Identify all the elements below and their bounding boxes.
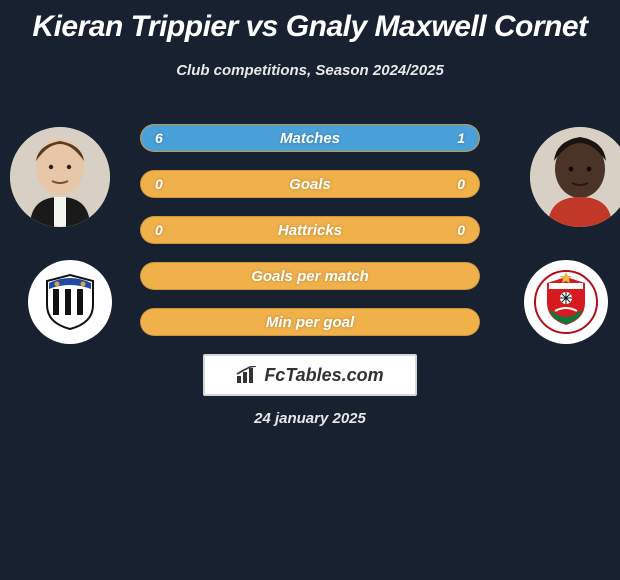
stat-row: Hattricks0 0 [140,216,480,244]
badge-label: FcTables.com [264,365,383,386]
stat-label: Goals [141,176,479,193]
club-left-badge [28,260,112,344]
stat-label: Goals per match [141,268,479,285]
fctables-badge[interactable]: FcTables.com [203,354,417,396]
stat-value-right: 0 [457,176,465,192]
stat-value-right: 1 [457,130,465,146]
stat-row: Min per goal [140,308,480,336]
stat-value-left: 0 [155,222,163,238]
stat-row: Goals per match [140,262,480,290]
stat-row: Goals0 0 [140,170,480,198]
southampton-crest-icon [533,269,599,335]
bar-chart-icon [236,366,258,384]
stat-label: Matches [141,130,479,147]
newcastle-crest-icon [39,271,101,333]
stat-value-left: 0 [155,176,163,192]
stat-value-left: 6 [155,130,163,146]
player-left-icon [10,127,110,227]
player-right-avatar [530,127,620,227]
comparison-bars: Matches61Goals00Hattricks00Goals per mat… [140,124,480,354]
subtitle: Club competitions, Season 2024/2025 [0,62,620,79]
player-left-avatar [10,127,110,227]
stat-label: Min per goal [141,314,479,331]
date-label: 24 january 2025 [0,410,620,427]
stat-label: Hattricks [141,222,479,239]
page-title: Kieran Trippier vs Gnaly Maxwell Cornet [0,0,620,44]
player-right-icon [530,127,620,227]
club-right-badge [524,260,608,344]
stat-row: Matches6 1 [140,124,480,152]
stat-value-right: 0 [457,222,465,238]
